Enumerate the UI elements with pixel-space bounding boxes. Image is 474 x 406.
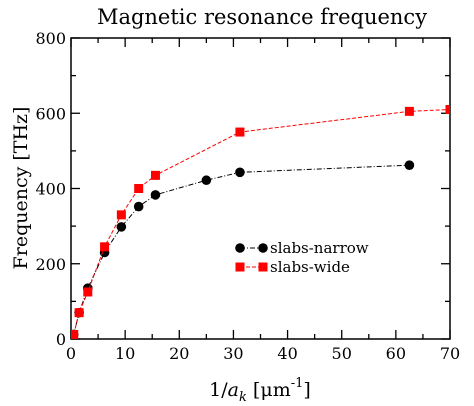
x-label-unit: [μm xyxy=(247,379,291,401)
data-point xyxy=(133,201,144,212)
data-point xyxy=(445,104,450,114)
x-label-sup: -1 xyxy=(291,376,304,391)
data-point xyxy=(404,160,415,170)
data-point xyxy=(150,170,160,180)
y-tick-label: 200 xyxy=(35,255,66,274)
legend-marker xyxy=(235,262,245,272)
x-label-close: ] xyxy=(303,379,310,401)
data-point xyxy=(235,127,245,137)
y-tick-label: 400 xyxy=(35,180,66,199)
x-tick-label: 60 xyxy=(386,344,406,363)
x-label-var: a xyxy=(228,379,239,401)
series-layer xyxy=(71,104,450,339)
y-tick-label: 600 xyxy=(35,104,66,123)
x-axis-label: 1/ak [μm-1] xyxy=(209,376,311,405)
x-axis: 0 10 20 30 40 50 60 70 xyxy=(66,38,460,363)
data-point xyxy=(150,190,161,200)
x-tick-label: 40 xyxy=(277,344,297,363)
data-point xyxy=(74,308,84,318)
y-axis: 0 200 400 600 800 xyxy=(35,29,450,349)
data-point xyxy=(71,329,79,339)
plot-area xyxy=(70,37,451,340)
data-point xyxy=(134,184,144,193)
legend-marker xyxy=(258,262,268,272)
series-line xyxy=(73,164,410,335)
data-point xyxy=(404,106,414,116)
data-point xyxy=(100,242,110,252)
x-tick-label: 20 xyxy=(169,344,189,363)
data-point xyxy=(116,222,127,232)
x-tick-label: 50 xyxy=(332,344,352,363)
data-point xyxy=(235,167,245,178)
data-point xyxy=(201,175,212,186)
plot-frame xyxy=(70,37,451,340)
x-tick-label: 30 xyxy=(223,344,243,363)
legend-label: slabs-narrow xyxy=(270,239,369,257)
x-tick-label: 0 xyxy=(66,344,76,363)
data-point xyxy=(116,210,126,220)
y-axis-label: Frequency [THz] xyxy=(10,107,32,270)
x-label-prefix: 1/ xyxy=(209,379,228,401)
legend-marker xyxy=(235,243,245,253)
x-label-sub: k xyxy=(239,390,247,405)
x-tick-label: 70 xyxy=(440,344,460,363)
series-slabs-wide xyxy=(71,104,450,339)
legend-label: slabs-wide xyxy=(270,258,350,276)
series-line xyxy=(73,108,450,335)
data-point xyxy=(83,287,93,297)
y-tick-label: 0 xyxy=(56,330,66,349)
x-tick-label: 10 xyxy=(115,344,135,363)
y-tick-label: 800 xyxy=(35,29,66,48)
legend-marker xyxy=(258,243,268,253)
chart-title: Magnetic resonance frequency xyxy=(97,5,427,29)
